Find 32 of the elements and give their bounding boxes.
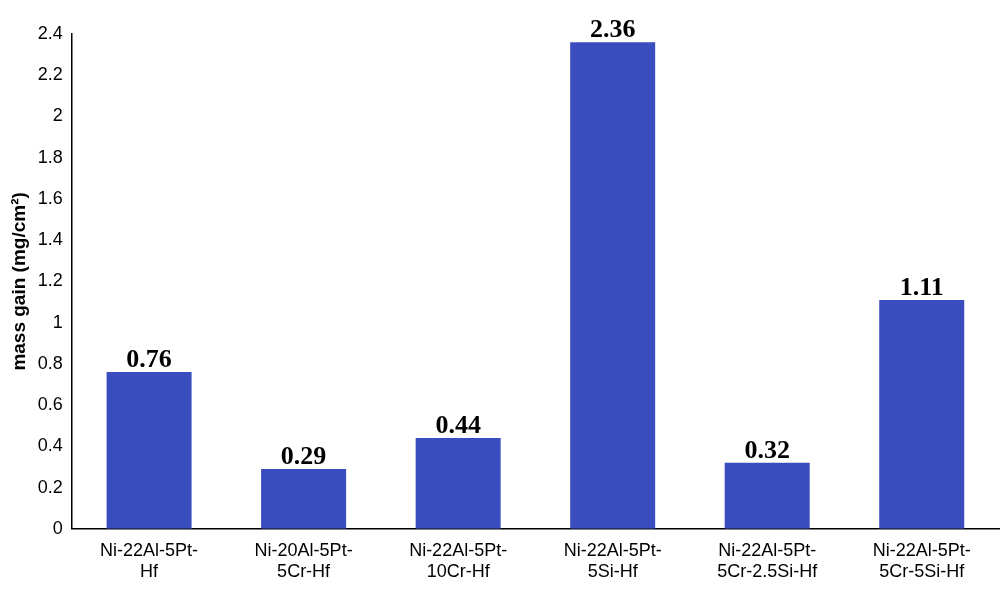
data-label: 2.36 [589, 13, 636, 43]
x-tick-label: Ni-22Al-5Pt- 5Cr-5Si-Hf [872, 539, 971, 582]
bar [570, 42, 656, 529]
x-tick-label: Ni-22Al-5Pt- Hf [100, 539, 199, 582]
data-label: 0.76 [126, 343, 172, 373]
data-label: 0.29 [280, 440, 327, 470]
y-tick-label: 2 [52, 105, 63, 126]
x-tick-label: Ni-22Al-5Pt- 10Cr-Hf [409, 539, 508, 582]
y-axis-title: mass gain (mg/cm²) [7, 192, 29, 371]
bar [106, 372, 192, 529]
y-tick-label: 2.4 [37, 22, 63, 43]
x-tick-label: Ni-20Al-5Pt- 5Cr-Hf [254, 539, 353, 582]
data-label: 1.11 [899, 271, 944, 301]
y-tick-label: 1 [52, 311, 63, 332]
y-tick-label: 0 [52, 517, 63, 538]
y-tick-label: 1.4 [37, 229, 63, 250]
x-tick-label: Ni-22Al-5Pt- 5Si-Hf [563, 539, 662, 582]
x-tick-label: Ni-22Al-5Pt- 5Cr-2.5Si-Hf [717, 539, 819, 582]
y-tick-label: 1.2 [37, 270, 63, 291]
data-label: 0.32 [744, 434, 790, 464]
y-tick-label: 0.4 [37, 435, 63, 456]
y-tick-label: 1.8 [37, 146, 63, 167]
bar [724, 462, 810, 529]
y-tick-label: 1.6 [37, 187, 63, 208]
y-tick-label: 0.6 [37, 394, 63, 415]
bar [879, 299, 965, 529]
bar [415, 438, 501, 529]
bar [261, 469, 347, 529]
y-tick-label: 2.2 [37, 64, 63, 85]
data-label: 0.44 [435, 409, 481, 439]
y-tick-label: 0.2 [37, 476, 63, 497]
y-tick-label: 0.8 [37, 352, 63, 373]
